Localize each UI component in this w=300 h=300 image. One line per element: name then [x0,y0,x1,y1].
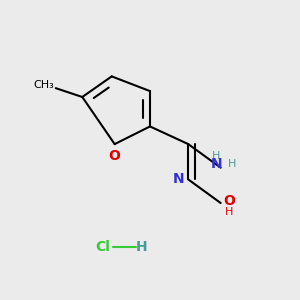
Text: N: N [210,157,222,171]
Text: H: H [212,152,220,161]
Text: CH₃: CH₃ [34,80,54,90]
Text: H: H [225,207,234,218]
Text: O: O [224,194,236,208]
Text: H: H [135,240,147,254]
Text: O: O [109,149,121,163]
Text: H: H [228,159,237,169]
Text: Cl: Cl [95,240,110,254]
Text: N: N [173,172,185,186]
